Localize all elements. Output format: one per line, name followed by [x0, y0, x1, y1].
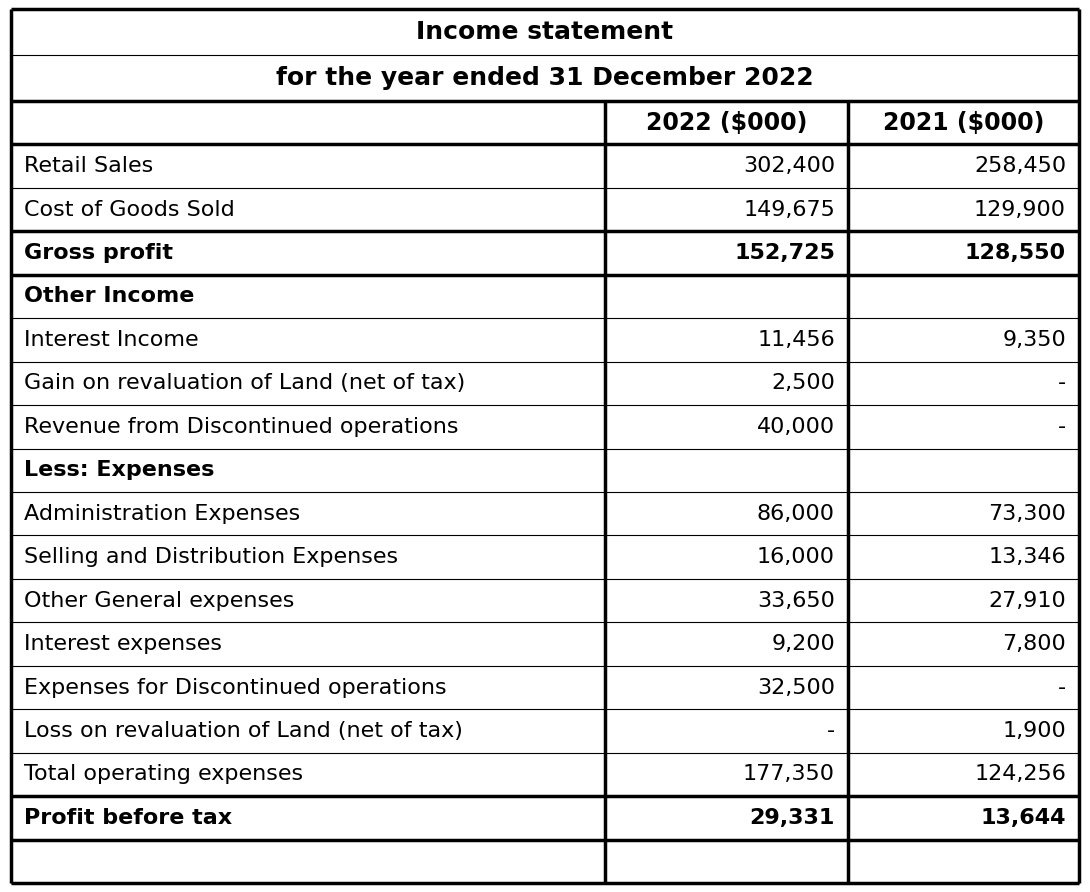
Text: 29,331: 29,331 [750, 808, 835, 828]
Text: 2021 ($000): 2021 ($000) [883, 111, 1044, 135]
Text: Interest expenses: Interest expenses [24, 634, 222, 654]
Text: 152,725: 152,725 [734, 243, 835, 263]
Text: 73,300: 73,300 [989, 504, 1066, 524]
Text: 86,000: 86,000 [756, 504, 835, 524]
Text: 27,910: 27,910 [989, 591, 1066, 611]
Text: 9,200: 9,200 [772, 634, 835, 654]
Text: 2022 ($000): 2022 ($000) [645, 111, 808, 135]
Text: 129,900: 129,900 [974, 200, 1066, 219]
Text: Other Income: Other Income [24, 286, 194, 307]
Text: 302,400: 302,400 [742, 156, 835, 176]
Text: 7,800: 7,800 [1003, 634, 1066, 654]
Text: Revenue from Discontinued operations: Revenue from Discontinued operations [24, 417, 459, 437]
Text: 16,000: 16,000 [756, 547, 835, 567]
Text: Retail Sales: Retail Sales [24, 156, 154, 176]
Text: Gross profit: Gross profit [24, 243, 173, 263]
Text: 33,650: 33,650 [758, 591, 835, 611]
Text: 177,350: 177,350 [743, 764, 835, 784]
Text: Loss on revaluation of Land (net of tax): Loss on revaluation of Land (net of tax) [24, 721, 463, 741]
Text: -: - [827, 721, 835, 741]
Text: Expenses for Discontinued operations: Expenses for Discontinued operations [24, 678, 447, 698]
Text: 2,500: 2,500 [771, 374, 835, 393]
Text: Other General expenses: Other General expenses [24, 591, 294, 611]
Text: Profit before tax: Profit before tax [24, 808, 232, 828]
Text: 40,000: 40,000 [756, 417, 835, 437]
Text: 149,675: 149,675 [743, 200, 835, 219]
Text: 1,900: 1,900 [1003, 721, 1066, 741]
Text: 128,550: 128,550 [965, 243, 1066, 263]
Text: -: - [1058, 678, 1066, 698]
Text: Interest Income: Interest Income [24, 330, 198, 350]
Text: -: - [1058, 417, 1066, 437]
Text: 13,346: 13,346 [989, 547, 1066, 567]
Text: Total operating expenses: Total operating expenses [24, 764, 303, 784]
Text: Less: Expenses: Less: Expenses [24, 460, 215, 480]
Text: for the year ended 31 December 2022: for the year ended 31 December 2022 [276, 66, 814, 90]
Text: 9,350: 9,350 [1003, 330, 1066, 350]
Text: 258,450: 258,450 [973, 156, 1066, 176]
Text: 124,256: 124,256 [974, 764, 1066, 784]
Text: 32,500: 32,500 [756, 678, 835, 698]
Text: Income statement: Income statement [416, 20, 674, 44]
Text: Cost of Goods Sold: Cost of Goods Sold [24, 200, 234, 219]
Text: 11,456: 11,456 [758, 330, 835, 350]
Text: Gain on revaluation of Land (net of tax): Gain on revaluation of Land (net of tax) [24, 374, 465, 393]
Text: -: - [1058, 374, 1066, 393]
Text: Selling and Distribution Expenses: Selling and Distribution Expenses [24, 547, 398, 567]
Text: Administration Expenses: Administration Expenses [24, 504, 300, 524]
Text: 13,644: 13,644 [981, 808, 1066, 828]
